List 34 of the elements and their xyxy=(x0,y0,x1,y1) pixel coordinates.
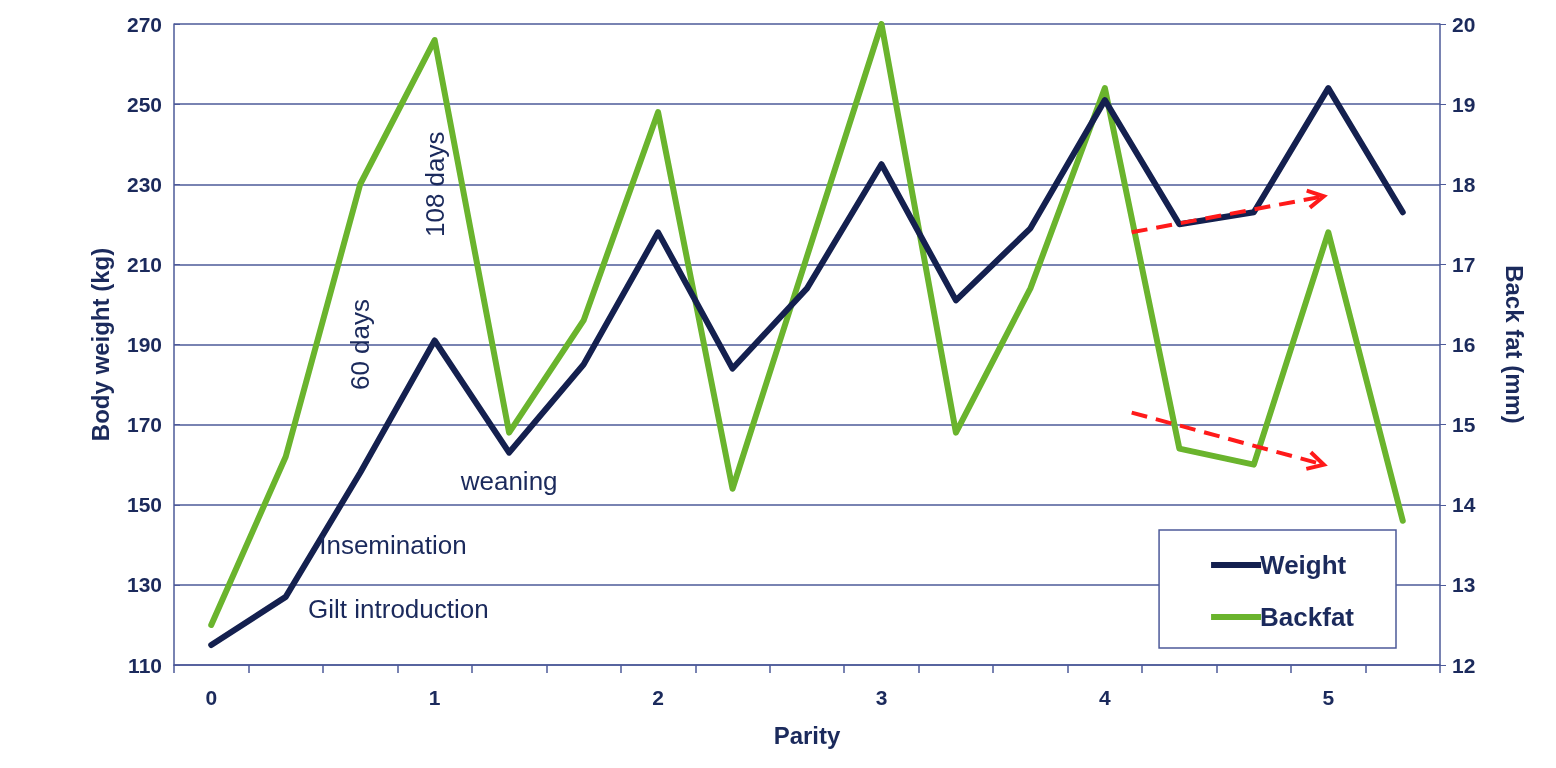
y-tick-label: 270 xyxy=(126,12,162,36)
annotation: Insemination xyxy=(319,529,467,560)
y2-tick-label: 18 xyxy=(1452,172,1476,196)
annotation: weaning xyxy=(459,465,558,496)
y2-tick-label: 19 xyxy=(1452,92,1476,116)
y-tick-label: 150 xyxy=(126,493,162,517)
y-tick-label: 210 xyxy=(126,252,162,276)
y2-tick-label: 17 xyxy=(1452,252,1476,276)
x-tick-label: 0 xyxy=(205,686,218,709)
x-tick-label: 4 xyxy=(1099,686,1112,709)
annotation: Gilt introduction xyxy=(308,593,489,624)
x-tick-label: 5 xyxy=(1322,686,1335,709)
y-tick-label: 230 xyxy=(126,172,162,196)
y-tick-label: 250 xyxy=(126,92,162,116)
legend-label: Backfat xyxy=(1260,602,1355,632)
y2-tick-label: 14 xyxy=(1452,493,1476,517)
y2-axis-title: Back fat (mm) xyxy=(1500,265,1528,424)
x-tick-label: 1 xyxy=(428,686,441,709)
x-tick-label: 2 xyxy=(652,686,664,709)
y2-tick-label: 12 xyxy=(1452,653,1476,677)
y-tick-label: 170 xyxy=(126,413,162,437)
x-axis-title: Parity xyxy=(773,721,841,749)
y-axis-title: Body weight (kg) xyxy=(86,247,114,442)
y2-tick-label: 15 xyxy=(1452,413,1476,437)
y2-tick-label: 13 xyxy=(1452,573,1476,597)
y2-tick-label: 20 xyxy=(1452,12,1476,36)
x-tick-label: 3 xyxy=(875,686,888,709)
y-tick-label: 190 xyxy=(126,333,162,356)
annotation: 108 days xyxy=(419,131,450,238)
annotation: 60 days xyxy=(345,298,376,391)
y-tick-label: 130 xyxy=(126,573,162,597)
legend-label: Weight xyxy=(1260,550,1347,580)
y2-tick-label: 16 xyxy=(1452,333,1476,356)
y-tick-label: 110 xyxy=(128,653,162,677)
